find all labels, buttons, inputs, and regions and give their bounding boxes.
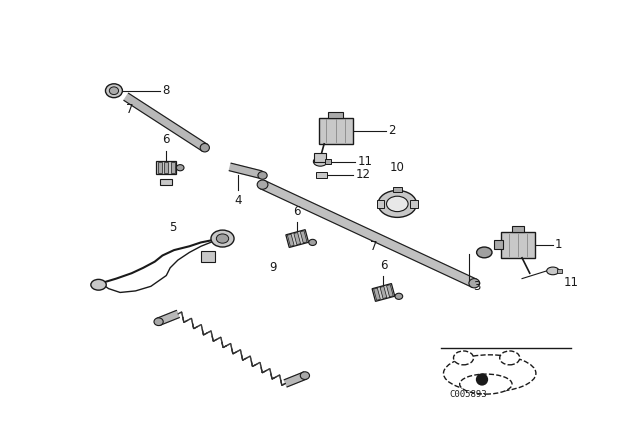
FancyBboxPatch shape — [171, 162, 175, 173]
FancyBboxPatch shape — [160, 178, 172, 185]
Ellipse shape — [109, 87, 118, 95]
Text: 12: 12 — [356, 168, 371, 181]
Ellipse shape — [444, 355, 536, 392]
Text: 6: 6 — [163, 133, 170, 146]
Ellipse shape — [460, 374, 512, 394]
Text: 1: 1 — [555, 238, 563, 251]
Ellipse shape — [300, 372, 310, 379]
Ellipse shape — [211, 230, 234, 247]
Text: 7: 7 — [125, 103, 133, 116]
FancyBboxPatch shape — [300, 231, 307, 243]
Polygon shape — [193, 323, 198, 329]
Ellipse shape — [477, 247, 492, 258]
Text: 10: 10 — [390, 161, 404, 174]
Text: 7: 7 — [371, 240, 378, 253]
Ellipse shape — [500, 351, 520, 365]
FancyBboxPatch shape — [201, 251, 215, 262]
FancyBboxPatch shape — [376, 200, 384, 208]
FancyBboxPatch shape — [393, 187, 402, 192]
FancyBboxPatch shape — [287, 234, 294, 246]
Polygon shape — [178, 312, 183, 317]
Text: 5: 5 — [169, 220, 176, 233]
FancyBboxPatch shape — [410, 200, 418, 208]
Polygon shape — [256, 362, 261, 367]
FancyBboxPatch shape — [314, 153, 326, 162]
Polygon shape — [202, 330, 207, 335]
Ellipse shape — [106, 84, 122, 98]
Ellipse shape — [454, 351, 474, 365]
FancyBboxPatch shape — [316, 172, 327, 178]
Polygon shape — [222, 342, 227, 348]
Ellipse shape — [200, 143, 209, 152]
Ellipse shape — [314, 157, 327, 166]
Polygon shape — [217, 337, 222, 342]
Text: 8: 8 — [163, 84, 170, 97]
Ellipse shape — [257, 180, 268, 189]
Polygon shape — [232, 349, 237, 354]
FancyBboxPatch shape — [512, 226, 524, 232]
Polygon shape — [207, 331, 212, 336]
Text: 6: 6 — [294, 205, 301, 218]
Polygon shape — [124, 93, 207, 151]
FancyBboxPatch shape — [164, 162, 168, 173]
FancyBboxPatch shape — [557, 269, 562, 273]
Text: 6: 6 — [380, 258, 387, 271]
FancyBboxPatch shape — [380, 286, 387, 298]
FancyBboxPatch shape — [319, 118, 353, 144]
Ellipse shape — [395, 293, 403, 299]
Polygon shape — [271, 374, 276, 379]
Polygon shape — [157, 310, 179, 325]
Polygon shape — [284, 372, 307, 387]
Text: 3: 3 — [473, 280, 480, 293]
FancyBboxPatch shape — [328, 112, 344, 118]
Text: 2: 2 — [388, 124, 396, 137]
FancyBboxPatch shape — [372, 284, 395, 302]
Text: 4: 4 — [234, 194, 242, 207]
Polygon shape — [198, 325, 202, 330]
Polygon shape — [237, 350, 241, 355]
Text: 9: 9 — [269, 261, 276, 274]
Polygon shape — [241, 355, 246, 360]
FancyBboxPatch shape — [387, 284, 393, 297]
Ellipse shape — [308, 239, 316, 246]
FancyBboxPatch shape — [501, 232, 535, 258]
Polygon shape — [260, 181, 476, 288]
FancyBboxPatch shape — [374, 288, 380, 300]
Polygon shape — [252, 361, 256, 366]
FancyBboxPatch shape — [156, 161, 176, 174]
Ellipse shape — [216, 234, 228, 243]
Polygon shape — [229, 163, 262, 178]
Circle shape — [476, 373, 488, 386]
FancyBboxPatch shape — [294, 233, 301, 245]
Ellipse shape — [469, 279, 480, 288]
FancyBboxPatch shape — [325, 159, 331, 164]
FancyBboxPatch shape — [286, 230, 308, 247]
Text: 11: 11 — [357, 155, 372, 168]
Text: C005893: C005893 — [449, 390, 486, 399]
Polygon shape — [276, 375, 281, 380]
FancyBboxPatch shape — [493, 240, 503, 250]
Ellipse shape — [378, 190, 417, 217]
Ellipse shape — [258, 172, 267, 179]
Polygon shape — [281, 380, 285, 385]
Ellipse shape — [176, 165, 184, 171]
Ellipse shape — [387, 196, 408, 211]
Polygon shape — [266, 369, 271, 374]
Polygon shape — [227, 344, 232, 349]
Polygon shape — [261, 367, 266, 373]
FancyBboxPatch shape — [157, 162, 161, 173]
Polygon shape — [246, 356, 252, 361]
Ellipse shape — [91, 280, 106, 290]
Ellipse shape — [154, 318, 163, 326]
Text: 11: 11 — [564, 276, 579, 289]
Polygon shape — [188, 318, 193, 323]
Polygon shape — [212, 336, 217, 341]
Polygon shape — [183, 317, 188, 323]
Ellipse shape — [547, 267, 559, 275]
